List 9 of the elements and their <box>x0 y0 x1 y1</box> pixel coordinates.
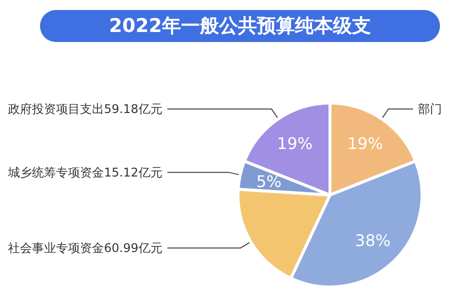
slice-label: 部门 <box>418 102 442 116</box>
data-label: 38% <box>355 231 391 250</box>
chart-title: 2022年一般公共预算纯本级支 <box>109 15 371 37</box>
data-label: 19% <box>277 134 313 153</box>
slice-label: 城乡统筹专项资金15.12亿元 <box>7 165 162 180</box>
slice-label: 政府投资项目支出59.18亿元 <box>8 102 162 116</box>
slice-label: 社会事业专项资金60.99亿元 <box>8 240 162 255</box>
data-label: 19% <box>347 134 383 153</box>
data-label: 5% <box>256 172 282 191</box>
